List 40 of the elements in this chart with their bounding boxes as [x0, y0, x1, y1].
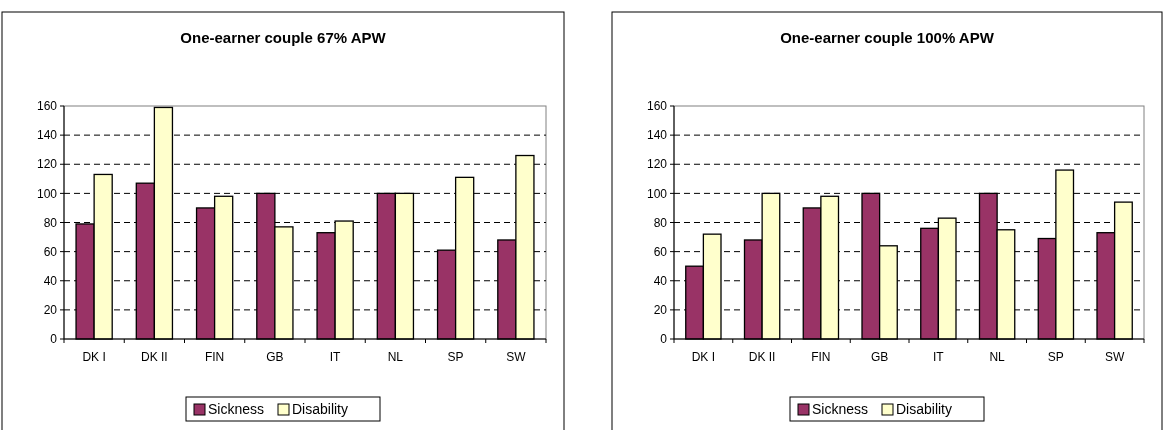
y-tick-label: 40 [43, 273, 58, 288]
chart-title: One-earner couple 67% APW [180, 29, 387, 46]
chart-title: One-earner couple 100% APW [780, 29, 995, 46]
x-tick-label: DK II [141, 350, 168, 364]
y-tick-label: 140 [646, 128, 668, 143]
y-tick-label: 160 [36, 99, 58, 114]
x-tick-label: IT [329, 350, 342, 364]
x-tick-label: SP [447, 350, 464, 364]
x-tick-label: SW [1104, 350, 1125, 364]
x-tick-label: SW [506, 350, 527, 364]
x-tick-label: IT [933, 350, 945, 364]
legend-label: Sickness [208, 401, 265, 417]
y-tick-label: 60 [653, 244, 668, 259]
y-tick-label: 120 [36, 157, 58, 172]
y-tick-label: 80 [43, 215, 58, 230]
x-tick-label: SP [1047, 350, 1064, 364]
legend-label: Sickness [812, 401, 869, 417]
y-tick-label: 80 [653, 215, 668, 230]
x-tick-label: DK I [691, 350, 716, 364]
y-tick-label: 60 [43, 244, 58, 259]
y-tick-label: 160 [646, 99, 668, 114]
x-tick-label: DK II [748, 350, 776, 364]
x-tick-label: GB [266, 350, 284, 364]
x-tick-label: FIN [204, 350, 225, 364]
x-tick-label: NL [989, 350, 1006, 364]
y-tick-label: 100 [646, 186, 668, 201]
y-tick-label: 40 [653, 273, 668, 288]
x-tick-label: FIN [811, 350, 831, 364]
y-tick-label: 120 [646, 157, 668, 172]
y-tick-label: 20 [653, 303, 668, 318]
x-tick-label: DK I [82, 350, 106, 364]
y-tick-label: 20 [43, 303, 58, 318]
y-tick-label: 140 [36, 128, 58, 143]
y-tick-label: 0 [660, 332, 668, 347]
x-tick-label: NL [387, 350, 404, 364]
y-tick-label: 0 [50, 332, 58, 347]
x-tick-label: GB [870, 350, 889, 364]
legend-label: Disability [896, 401, 953, 417]
y-tick-label: 100 [36, 186, 58, 201]
legend-label: Disability [292, 401, 349, 417]
